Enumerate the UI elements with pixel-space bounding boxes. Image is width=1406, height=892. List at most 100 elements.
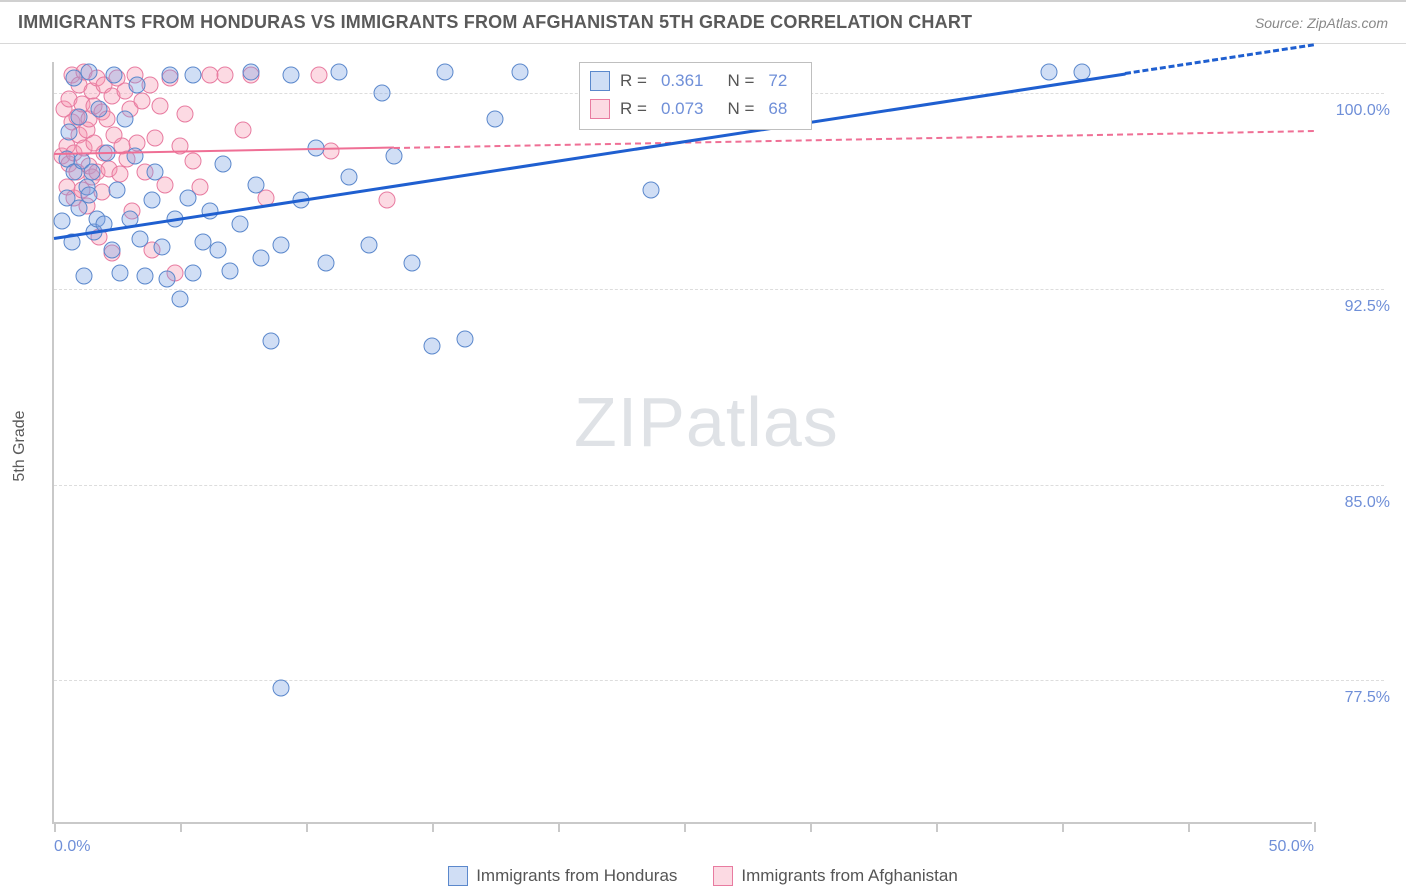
scatter-point-honduras <box>209 241 226 258</box>
scatter-point-afghanistan <box>235 121 252 138</box>
scatter-point-afghanistan <box>134 93 151 110</box>
scatter-point-honduras <box>252 249 269 266</box>
scatter-point-honduras <box>161 67 178 84</box>
scatter-point-honduras <box>53 213 70 230</box>
scatter-point-honduras <box>386 147 403 164</box>
scatter-point-afghanistan <box>323 142 340 159</box>
scatter-point-honduras <box>172 291 189 308</box>
scatter-point-honduras <box>242 64 259 81</box>
n-label: N = <box>727 95 754 123</box>
scatter-point-afghanistan <box>217 67 234 84</box>
r-value: 0.361 <box>661 67 704 95</box>
swatch-icon <box>590 99 610 119</box>
scatter-point-honduras <box>282 67 299 84</box>
legend-label-1: Immigrants from Honduras <box>476 866 677 886</box>
legend: Immigrants from Honduras Immigrants from… <box>0 866 1406 886</box>
gridline <box>54 485 1384 486</box>
x-tick <box>684 822 686 832</box>
scatter-point-honduras <box>111 265 128 282</box>
scatter-point-honduras <box>126 147 143 164</box>
scatter-point-afghanistan <box>310 67 327 84</box>
scatter-point-honduras <box>179 189 196 206</box>
scatter-point-honduras <box>247 176 264 193</box>
x-tick-label: 0.0% <box>54 838 90 856</box>
x-tick <box>810 822 812 832</box>
legend-item-honduras: Immigrants from Honduras <box>448 866 677 886</box>
scatter-point-honduras <box>184 67 201 84</box>
scatter-point-honduras <box>232 215 249 232</box>
scatter-point-honduras <box>106 67 123 84</box>
scatter-point-honduras <box>81 64 98 81</box>
scatter-point-honduras <box>154 239 171 256</box>
scatter-point-honduras <box>103 241 120 258</box>
scatter-point-honduras <box>61 124 78 141</box>
scatter-point-honduras <box>361 236 378 253</box>
y-tick-label: 100.0% <box>1336 102 1390 120</box>
scatter-point-afghanistan <box>111 166 128 183</box>
x-tick <box>54 822 56 832</box>
x-tick <box>306 822 308 832</box>
r-label: R = <box>620 95 647 123</box>
watermark: ZIPatlas <box>574 382 839 462</box>
chart-source: Source: ZipAtlas.com <box>1255 15 1388 31</box>
scatter-point-honduras <box>159 270 176 287</box>
chart-title: IMMIGRANTS FROM HONDURAS VS IMMIGRANTS F… <box>18 12 972 33</box>
x-tick <box>1314 822 1316 832</box>
scatter-point-honduras <box>424 338 441 355</box>
scatter-point-honduras <box>83 163 100 180</box>
scatter-point-honduras <box>109 181 126 198</box>
x-tick <box>936 822 938 832</box>
trendline-honduras-ext <box>1125 44 1314 76</box>
scatter-point-honduras <box>136 267 153 284</box>
swatch-icon <box>713 866 733 886</box>
scatter-point-honduras <box>131 231 148 248</box>
scatter-point-honduras <box>456 330 473 347</box>
header-bar: IMMIGRANTS FROM HONDURAS VS IMMIGRANTS F… <box>0 0 1406 44</box>
plot-area: ZIPatlas 77.5%85.0%92.5%100.0%0.0%50.0%R… <box>52 62 1312 824</box>
scatter-point-honduras <box>512 64 529 81</box>
y-tick-label: 85.0% <box>1345 494 1390 512</box>
scatter-point-afghanistan <box>146 129 163 146</box>
scatter-point-honduras <box>76 267 93 284</box>
scatter-point-honduras <box>91 100 108 117</box>
scatter-point-honduras <box>71 108 88 125</box>
gridline <box>54 680 1384 681</box>
scatter-point-honduras <box>146 163 163 180</box>
swatch-icon <box>448 866 468 886</box>
r-value: 0.073 <box>661 95 704 123</box>
scatter-point-honduras <box>1041 64 1058 81</box>
correlation-box: R =0.361N =72R =0.073N =68 <box>579 62 812 130</box>
n-value: 72 <box>768 67 787 95</box>
scatter-point-honduras <box>116 111 133 128</box>
n-label: N = <box>727 67 754 95</box>
scatter-point-honduras <box>318 254 335 271</box>
gridline <box>54 289 1384 290</box>
x-tick <box>558 822 560 832</box>
legend-item-afghanistan: Immigrants from Afghanistan <box>713 866 957 886</box>
scatter-point-honduras <box>184 265 201 282</box>
x-tick <box>1188 822 1190 832</box>
scatter-point-honduras <box>403 254 420 271</box>
x-tick <box>1062 822 1064 832</box>
corr-row-afghanistan: R =0.073N =68 <box>590 95 801 123</box>
x-tick <box>180 822 182 832</box>
scatter-point-honduras <box>144 192 161 209</box>
scatter-point-honduras <box>330 64 347 81</box>
scatter-point-honduras <box>272 680 289 697</box>
trendline-afghanistan-ext <box>394 130 1314 149</box>
scatter-point-honduras <box>487 111 504 128</box>
scatter-point-honduras <box>222 262 239 279</box>
r-label: R = <box>620 67 647 95</box>
scatter-point-honduras <box>643 181 660 198</box>
scatter-point-honduras <box>129 77 146 94</box>
scatter-point-honduras <box>272 236 289 253</box>
scatter-point-honduras <box>373 85 390 102</box>
swatch-icon <box>590 71 610 91</box>
x-tick <box>432 822 434 832</box>
legend-label-2: Immigrants from Afghanistan <box>741 866 957 886</box>
scatter-point-honduras <box>340 168 357 185</box>
y-tick-label: 77.5% <box>1345 689 1390 707</box>
scatter-point-afghanistan <box>378 192 395 209</box>
scatter-point-honduras <box>436 64 453 81</box>
scatter-point-afghanistan <box>151 98 168 115</box>
